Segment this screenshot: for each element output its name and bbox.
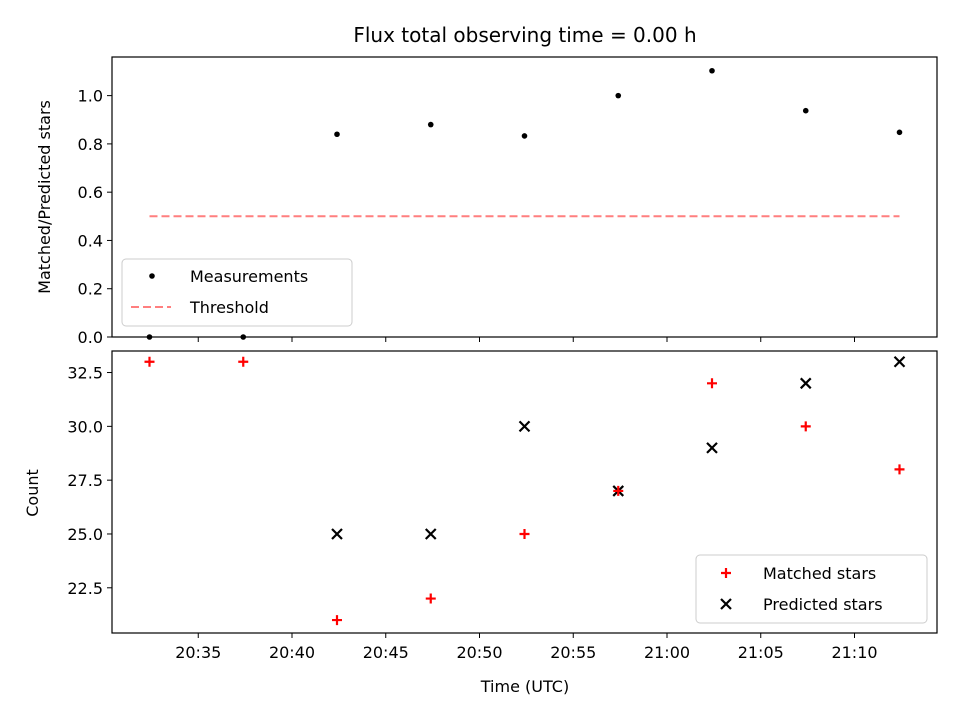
predicted-star-point bbox=[424, 528, 437, 540]
top-y-tick-label: 1.0 bbox=[78, 87, 103, 106]
x-tick-label: 20:40 bbox=[269, 643, 315, 662]
measurement-point bbox=[521, 133, 528, 139]
bottom-frame bbox=[111, 350, 938, 634]
x-tick-label: 21:10 bbox=[831, 643, 877, 662]
matched-star-point bbox=[144, 356, 155, 367]
x-tick-label: 20:45 bbox=[363, 643, 409, 662]
legend-matched-label: Matched stars bbox=[763, 564, 876, 583]
legend-matched-marker bbox=[721, 568, 731, 578]
legend-predicted-label: Predicted stars bbox=[763, 595, 883, 614]
bottom-legend: Matched stars Predicted stars bbox=[695, 554, 928, 624]
top-y-axis-label: Matched/Predicted stars bbox=[35, 100, 54, 294]
x-tick-label: 20:50 bbox=[456, 643, 502, 662]
measurement-point bbox=[427, 121, 434, 128]
x-tick-label: 20:55 bbox=[550, 643, 596, 662]
top-legend: Measurements Threshold bbox=[121, 258, 353, 327]
x-tick-label: 21:05 bbox=[738, 643, 784, 662]
x-axis-label: Time (UTC) bbox=[480, 677, 569, 696]
predicted-star-point bbox=[518, 420, 531, 433]
measurement-point bbox=[802, 107, 809, 114]
top-y-tick-label: 0.0 bbox=[78, 328, 103, 347]
bottom-y-tick-label: 30.0 bbox=[67, 417, 103, 436]
bottom-y-tick-label: 25.0 bbox=[67, 525, 103, 544]
measurement-point bbox=[896, 129, 903, 136]
top-y-tick-label: 0.2 bbox=[78, 280, 103, 299]
predicted-star-point bbox=[331, 528, 343, 540]
bottom-y-tick-label: 32.5 bbox=[67, 364, 103, 383]
matched-star-point bbox=[894, 464, 905, 475]
matched-star-point bbox=[613, 485, 624, 496]
top-frame bbox=[111, 56, 938, 338]
chart-title: Flux total observing time = 0.00 h bbox=[353, 23, 696, 47]
matched-star-point bbox=[332, 615, 342, 626]
top-legend-box bbox=[121, 258, 353, 327]
legend-threshold-label: Threshold bbox=[189, 298, 269, 317]
matched-star-point bbox=[707, 378, 717, 389]
legend-measurements-marker bbox=[149, 273, 155, 279]
top-plot: 0.0 0.2 0.4 0.6 0.8 1.0 Measurements Threshold bbox=[78, 56, 938, 347]
x-tick-label: 20:35 bbox=[175, 643, 221, 662]
x-tick-label: 21:00 bbox=[644, 643, 690, 662]
matched-star-point bbox=[800, 421, 811, 432]
matched-star-point bbox=[425, 593, 436, 604]
measurement-point bbox=[615, 92, 622, 99]
matched-star-point bbox=[238, 356, 249, 367]
top-y-tick-label: 0.4 bbox=[78, 231, 103, 250]
measurement-point bbox=[709, 67, 715, 74]
bottom-y-axis-label: Count bbox=[23, 469, 42, 517]
predicted-star-point bbox=[893, 355, 906, 368]
top-y-tick-label: 0.6 bbox=[78, 183, 103, 202]
measurement-point bbox=[334, 131, 340, 138]
bottom-y-tick-label: 27.5 bbox=[67, 471, 103, 490]
top-y-tick-label: 0.8 bbox=[78, 135, 103, 154]
bottom-y-tick-label: 22.5 bbox=[67, 579, 103, 598]
predicted-star-point bbox=[799, 377, 812, 390]
bottom-legend-box bbox=[695, 554, 928, 624]
legend-measurements-label: Measurements bbox=[190, 267, 308, 286]
matched-star-point bbox=[519, 528, 530, 539]
predicted-star-point bbox=[706, 442, 718, 454]
bottom-plot: 22.5 25.0 27.5 30.0 32.5 20:35 20:40 20:45 20:50… bbox=[67, 350, 938, 662]
legend-predicted-marker bbox=[720, 598, 732, 610]
